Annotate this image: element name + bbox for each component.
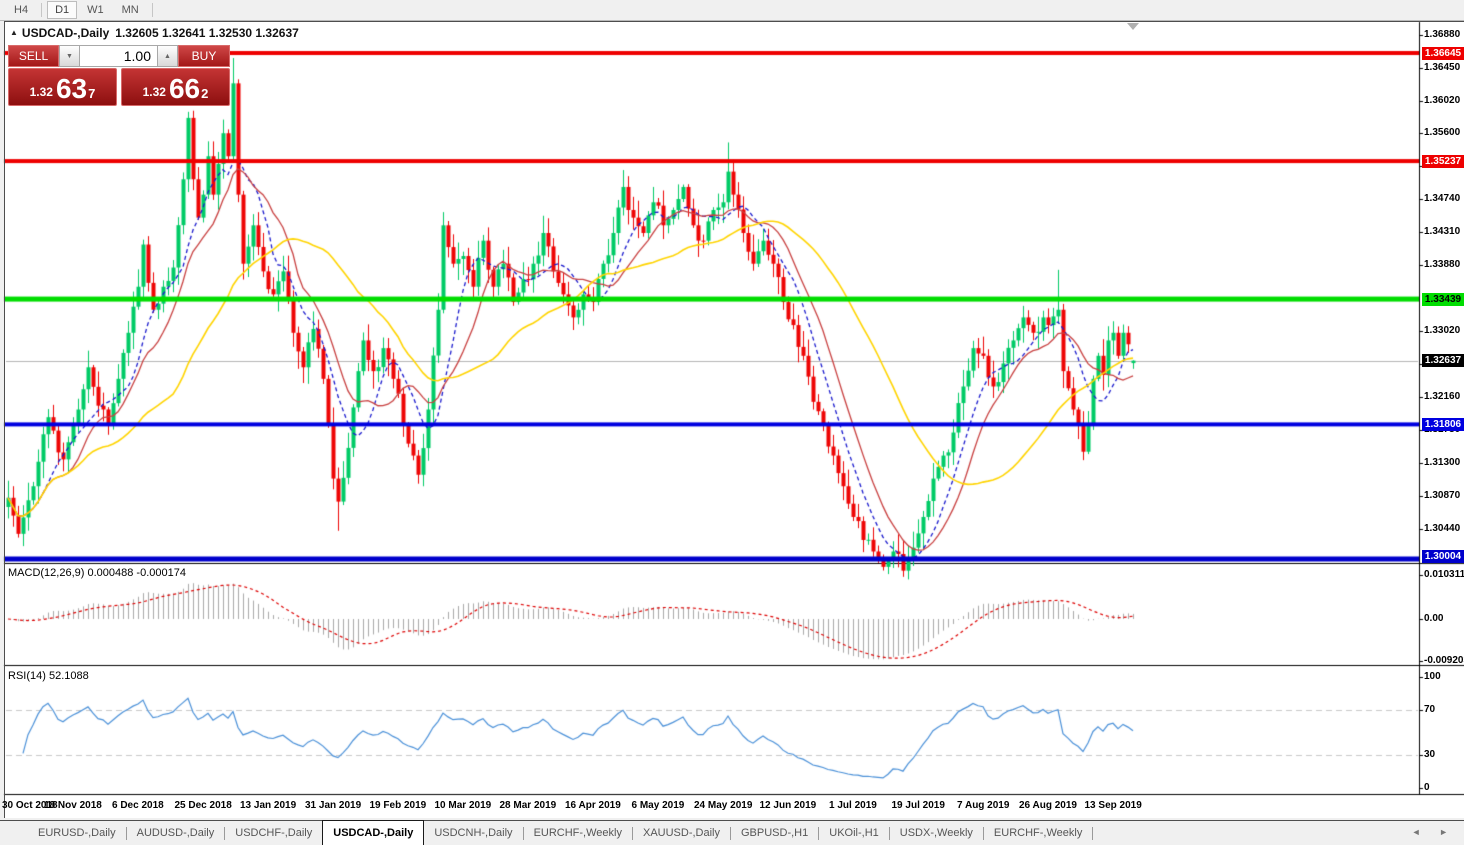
chart-tab-audusd-daily[interactable]: AUDUSD-,Daily	[136, 827, 215, 839]
price-tick-label: 1.36450	[1424, 62, 1461, 73]
date-axis-label: 31 Jan 2019	[305, 800, 362, 811]
hline-price-badge: 1.30004	[1422, 549, 1464, 563]
tab-separator	[1092, 826, 1094, 840]
macd-axis-label: -0.009203	[1424, 655, 1464, 666]
date-axis-label: 16 Apr 2019	[565, 800, 621, 811]
timeframe-button-d1[interactable]: D1	[47, 1, 78, 19]
chart-tab-bar: EURUSD-,Daily AUDUSD-,Daily USDCHF-,Daily U…	[0, 820, 1464, 845]
date-axis-label: 28 Mar 2019	[499, 800, 557, 811]
sell-price-small: 1.32	[29, 85, 53, 99]
date-axis-label: 30 Oct 2018	[2, 800, 58, 811]
date-axis-label: 13 Sep 2019	[1084, 800, 1142, 811]
collapse-panel-icon[interactable]: ▲	[10, 28, 18, 37]
tab-scroll-arrows[interactable]: ◄ ►	[1411, 827, 1456, 837]
chart-tab-eurusd-daily[interactable]: EURUSD-,Daily	[38, 827, 116, 839]
macd-label: MACD(12,26,9) 0.000488 -0.000174	[8, 567, 186, 579]
hline-price-badge: 1.31806	[1422, 417, 1464, 431]
chart-tab-ukoil-h1[interactable]: UKOil-,H1	[829, 827, 879, 839]
rsi-axis-label: 30	[1424, 748, 1436, 760]
tab-separator	[730, 826, 731, 840]
last-bar-marker-icon	[1127, 23, 1139, 30]
hline-price-badge: 1.35237	[1422, 154, 1464, 168]
sell-button[interactable]: SELL	[8, 45, 59, 67]
chart-tab-xauusd-daily[interactable]: XAUUSD-,Daily	[642, 827, 720, 839]
volume-decrease-button[interactable]: ▼	[59, 45, 80, 67]
tab-separator	[224, 826, 226, 840]
tab-separator	[982, 826, 984, 840]
chart-tab-gbpusd-h1[interactable]: GBPUSD-,H1	[741, 827, 809, 839]
buy-price-sup: 2	[201, 86, 209, 101]
sell-price-button[interactable]: 1.32 63 7	[8, 68, 117, 106]
date-axis-label: 7 Aug 2019	[957, 800, 1010, 811]
tab-separator	[125, 826, 127, 840]
timeframe-toolbar: H4 D1 W1 MN	[0, 0, 1464, 21]
chart-tab-usdcad-daily[interactable]: USDCAD-,Daily	[322, 820, 425, 845]
chart-tab-usdchf-daily[interactable]: USDCHF-,Daily	[235, 827, 313, 839]
macd-axis-label: 0.010311	[1424, 569, 1464, 580]
price-tick-label: 1.35600	[1424, 127, 1461, 139]
toolbar-separator	[41, 3, 43, 17]
timeframe-button-h4[interactable]: H4	[14, 4, 29, 16]
rsi-label: RSI(14) 52.1088	[8, 670, 89, 682]
hline-price-badge: 1.36645	[1422, 46, 1464, 60]
chart-tab-eurchf-weekly[interactable]: EURCHF-,Weekly	[533, 827, 622, 839]
date-axis-label: 1 Jul 2019	[829, 800, 877, 811]
ohlc-values: 1.32605 1.32641 1.32530 1.32637	[115, 26, 299, 40]
rsi-axis-label: 0	[1424, 782, 1430, 793]
buy-price-big: 66	[168, 73, 201, 104]
date-axis-label: 25 Dec 2018	[174, 800, 232, 811]
price-tick-label: 1.34740	[1424, 193, 1461, 205]
spin-down-icon: ▼	[66, 52, 73, 60]
tab-separator	[631, 826, 633, 840]
date-axis-label: 12 Jun 2019	[759, 800, 817, 811]
date-axis-label: 6 Dec 2018	[112, 800, 164, 811]
price-tick-label: 1.30870	[1424, 490, 1461, 502]
macd-axis-label: 0.00	[1424, 613, 1444, 624]
tab-separator	[818, 826, 820, 840]
price-tick-label: 1.36020	[1424, 95, 1461, 106]
volume-increase-button[interactable]: ▲	[157, 45, 178, 67]
chart-tab-usdx-weekly[interactable]: USDX-,Weekly	[899, 827, 973, 839]
sell-price-big: 63	[55, 73, 88, 104]
date-axis-label: 10 Mar 2019	[434, 800, 492, 811]
hline-price-badge: 1.33439	[1422, 292, 1464, 306]
buy-price-button[interactable]: 1.32 66 2	[121, 68, 230, 106]
rsi-axis-label: 70	[1424, 704, 1436, 716]
chart-tab-usdcnh-daily[interactable]: USDCNH-,Daily	[434, 827, 513, 839]
price-tick-label: 1.36880	[1424, 29, 1461, 40]
date-axis-label: 26 Aug 2019	[1019, 800, 1077, 811]
chart-window-top-border	[4, 21, 1464, 22]
current-price-badge: 1.32637	[1422, 354, 1464, 368]
buy-price-small: 1.32	[142, 85, 166, 99]
price-tick-label: 1.34310	[1424, 226, 1461, 238]
timeframe-button-mn[interactable]: MN	[121, 4, 139, 16]
timeframe-button-w1[interactable]: W1	[87, 4, 104, 16]
date-axis-label: 24 May 2019	[694, 800, 753, 811]
price-tick-label: 1.30440	[1424, 523, 1461, 535]
buy-button[interactable]: BUY	[178, 45, 230, 67]
date-axis-label: 13 Jan 2019	[240, 800, 297, 811]
tab-separator	[522, 826, 524, 840]
price-tick-label: 1.32160	[1424, 391, 1461, 403]
sell-price-sup: 7	[88, 86, 96, 101]
date-axis-label: 6 May 2019	[631, 800, 685, 811]
chart-title: ▲ USDCAD-,Daily 1.32605 1.32641 1.32530 1.…	[10, 26, 299, 40]
spin-up-icon: ▲	[164, 52, 171, 60]
chart-tab-eurchf-weekly[interactable]: EURCHF-,Weekly	[993, 827, 1083, 839]
date-axis-label: 19 Jul 2019	[891, 800, 945, 811]
volume-input[interactable]: 1.00	[80, 45, 157, 67]
chart-window-left-border	[4, 21, 5, 818]
toolbar-separator	[151, 3, 153, 17]
date-axis-label: 19 Feb 2019	[369, 800, 427, 811]
date-axis-label: 18 Nov 2018	[44, 800, 102, 811]
price-tick-label: 1.33880	[1424, 259, 1461, 271]
rsi-axis-label: 100	[1424, 671, 1441, 683]
price-tick-label: 1.33020	[1424, 325, 1461, 337]
one-click-trade-panel: SELL ▼ 1.00 ▲ BUY 1.32 63 7 1.32 66 2	[8, 45, 230, 106]
tab-separator	[888, 826, 890, 840]
symbol-title: USDCAD-,Daily	[21, 26, 110, 40]
price-tick-label: 1.31300	[1424, 457, 1461, 469]
